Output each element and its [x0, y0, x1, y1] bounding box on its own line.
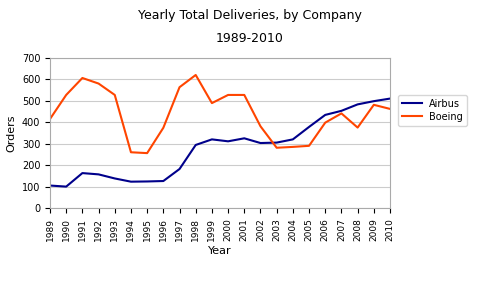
Boeing: [160, 126, 166, 129]
Boeing: [96, 82, 102, 85]
Airbus: [371, 99, 377, 103]
Boeing: [176, 86, 182, 89]
Boeing: [112, 93, 118, 97]
Airbus: [225, 140, 231, 143]
Text: Yearly Total Deliveries, by Company: Yearly Total Deliveries, by Company: [138, 9, 362, 22]
Airbus: [144, 180, 150, 183]
Airbus: [176, 167, 182, 171]
Airbus: [192, 143, 198, 147]
Airbus: [274, 141, 280, 144]
Airbus: [96, 173, 102, 176]
Boeing: [371, 103, 377, 107]
Airbus: [242, 137, 248, 140]
Airbus: [354, 103, 360, 106]
Boeing: [144, 151, 150, 155]
Boeing: [274, 146, 280, 149]
Legend: Airbus, Boeing: Airbus, Boeing: [398, 95, 467, 126]
Text: 1989-2010: 1989-2010: [216, 32, 284, 45]
Boeing: [47, 117, 53, 121]
Line: Airbus: Airbus: [50, 99, 390, 187]
Airbus: [63, 185, 69, 188]
Boeing: [290, 145, 296, 149]
Airbus: [258, 141, 264, 145]
Boeing: [192, 73, 198, 77]
Boeing: [306, 144, 312, 148]
Boeing: [338, 112, 344, 115]
Airbus: [338, 109, 344, 112]
Boeing: [322, 121, 328, 124]
X-axis label: Year: Year: [208, 246, 232, 256]
Boeing: [80, 76, 86, 80]
Airbus: [128, 180, 134, 184]
Boeing: [354, 126, 360, 129]
Airbus: [160, 179, 166, 183]
Boeing: [387, 107, 393, 111]
Airbus: [80, 171, 86, 175]
Airbus: [290, 138, 296, 141]
Airbus: [322, 113, 328, 117]
Airbus: [47, 184, 53, 187]
Airbus: [387, 97, 393, 100]
Airbus: [209, 138, 215, 141]
Airbus: [112, 177, 118, 180]
Boeing: [258, 125, 264, 128]
Boeing: [242, 93, 248, 97]
Line: Boeing: Boeing: [50, 75, 390, 153]
Airbus: [306, 125, 312, 129]
Boeing: [128, 151, 134, 154]
Boeing: [63, 93, 69, 97]
Boeing: [209, 101, 215, 105]
Y-axis label: Orders: Orders: [6, 114, 16, 152]
Boeing: [225, 93, 231, 97]
